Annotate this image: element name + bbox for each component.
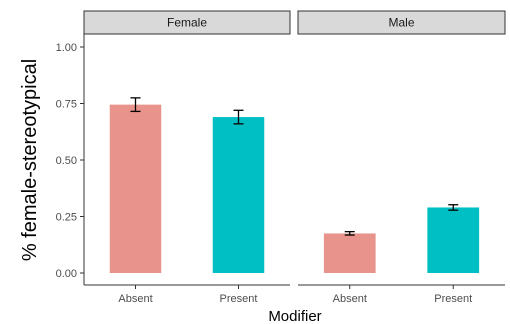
x-tick-label: Absent — [118, 293, 152, 305]
bar — [427, 207, 480, 273]
bar — [212, 117, 265, 273]
y-tick-label: 1.00 — [56, 42, 77, 54]
bar — [323, 233, 376, 273]
y-axis-title: % female-stereotypical — [19, 59, 41, 261]
x-axis-title: Modifier — [268, 308, 321, 324]
y-tick-label: 0.50 — [56, 155, 77, 167]
facet-strip — [297, 10, 506, 35]
facet-strip-label: Female — [167, 16, 207, 30]
y-tick-label: 0.25 — [56, 212, 77, 224]
y-tick-label: 0.75 — [56, 99, 77, 111]
x-tick-label: Present — [434, 293, 472, 305]
facet-strip — [83, 10, 291, 35]
facet-strip-label: Male — [388, 16, 414, 30]
bar — [109, 104, 162, 273]
y-tick-label: 0.00 — [56, 268, 77, 280]
x-tick-label: Present — [220, 293, 258, 305]
x-tick-label: Absent — [333, 293, 367, 305]
